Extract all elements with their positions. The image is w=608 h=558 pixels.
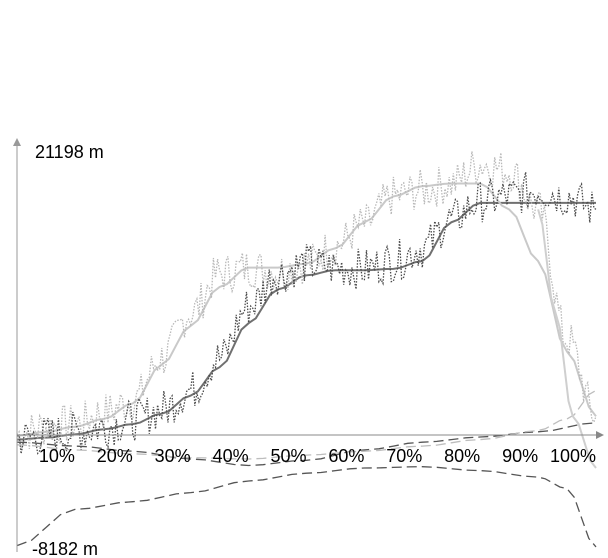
y-axis-arrow-icon — [13, 138, 21, 146]
x-tick-label: 60% — [328, 446, 364, 466]
x-tick-label: 10% — [39, 446, 75, 466]
y-axis-top-label: 21198 m — [35, 142, 104, 162]
series-line — [16, 182, 597, 437]
series-line — [16, 171, 597, 455]
x-tick-label: 90% — [502, 446, 538, 466]
x-axis-arrow-icon — [596, 431, 604, 439]
x-tick-label: 70% — [386, 446, 422, 466]
axes-layer: 21198 m -8182 m — [13, 138, 604, 558]
x-tick-label: 100% — [550, 446, 596, 466]
series-line — [16, 422, 597, 467]
series-line — [537, 209, 597, 469]
x-tick-label: 50% — [270, 446, 306, 466]
series-line — [16, 201, 596, 441]
x-tick-labels: 10% 20% 30% 40% 50% 60% 70% 80% 90% 100% — [39, 446, 596, 466]
x-tick-label: 20% — [97, 446, 133, 466]
y-axis-bottom-label: -8182 m — [32, 539, 98, 558]
series-layer — [16, 151, 597, 548]
series-line — [16, 151, 597, 451]
x-tick-label: 30% — [155, 446, 191, 466]
series-line — [16, 466, 597, 548]
series-line — [16, 389, 597, 460]
x-tick-label: 40% — [213, 446, 249, 466]
x-tick-label: 80% — [444, 446, 480, 466]
